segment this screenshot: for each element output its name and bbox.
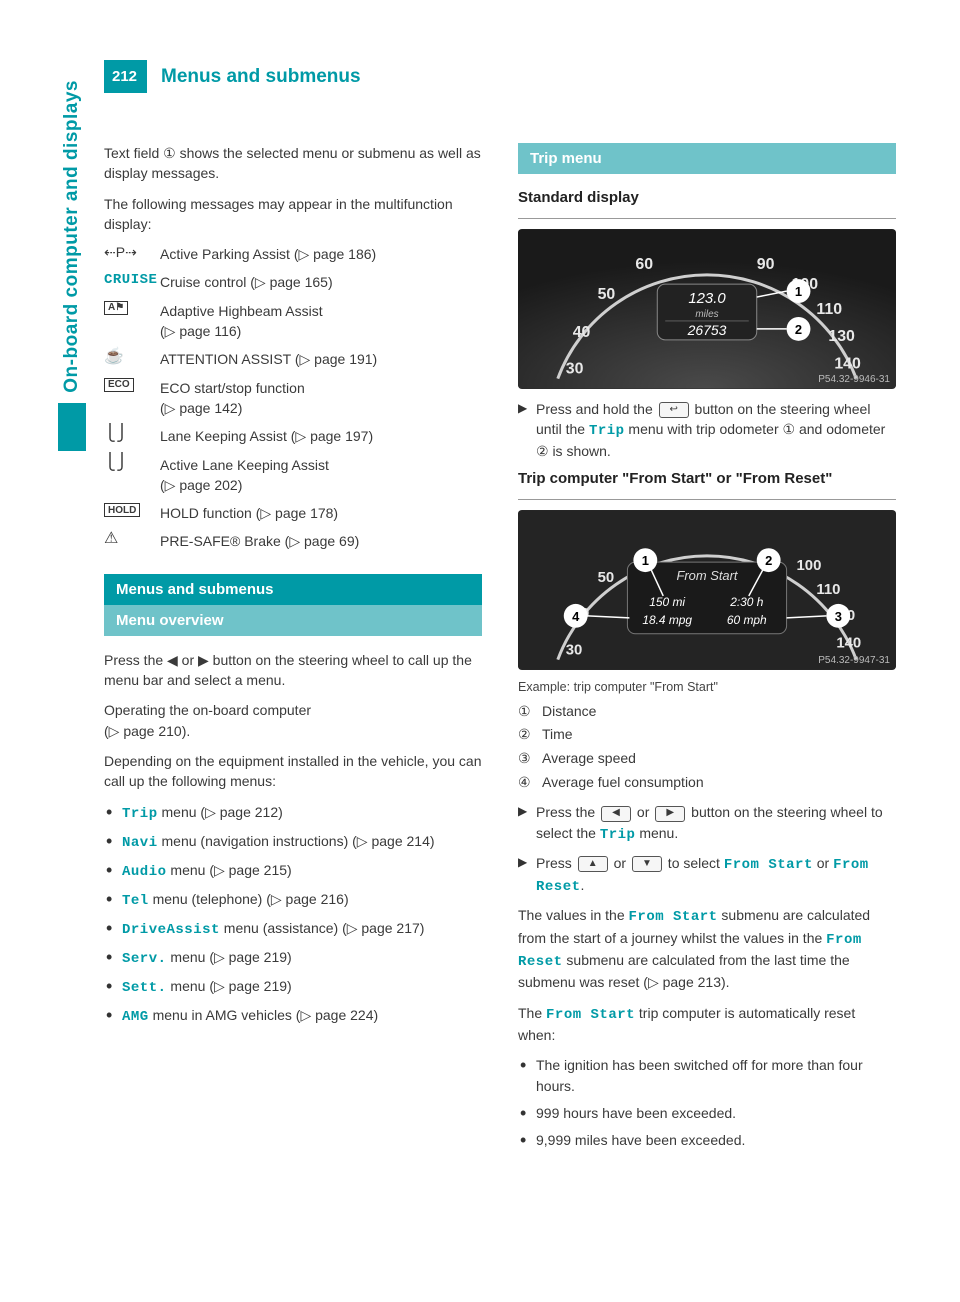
instruction-step: ▶ Press the ◀ or ▶ button on the steerin…: [518, 802, 896, 845]
figure-caption: Example: trip computer "From Start": [518, 680, 896, 694]
icon-desc: Active Parking Assist (▷ page 186): [160, 244, 482, 264]
svg-text:4: 4: [572, 609, 580, 624]
attention-icon: ☕: [104, 349, 124, 365]
paragraph: The From Start trip computer is automati…: [518, 1003, 896, 1046]
svg-text:123.0: 123.0: [688, 290, 726, 307]
section-heading: Menus and submenus: [104, 574, 482, 605]
svg-text:3: 3: [835, 609, 842, 624]
svg-text:2: 2: [765, 553, 772, 568]
page-number: 212: [104, 60, 147, 93]
list-item: AMG menu in AMG vehicles (▷ page 224): [104, 1005, 482, 1028]
hold-icon: HOLD: [104, 503, 140, 517]
parking-assist-icon: ⇠P⇢: [104, 244, 137, 261]
up-arrow-icon: ▲: [578, 856, 608, 872]
highbeam-icon: A⚑: [104, 301, 128, 315]
svg-text:90: 90: [757, 256, 775, 273]
svg-text:30: 30: [566, 360, 584, 377]
icon-desc: ATTENTION ASSIST (▷ page 191): [160, 349, 482, 369]
svg-text:60: 60: [635, 256, 653, 273]
svg-text:110: 110: [816, 581, 840, 598]
svg-text:1: 1: [642, 553, 649, 568]
menu-list: Trip menu (▷ page 212) Navi menu (naviga…: [104, 802, 482, 1028]
callout-definitions: ①Distance ②Time ③Average speed ④Average …: [518, 702, 896, 792]
instruction-step: ▶ Press and hold the ↩ button on the ste…: [518, 399, 896, 462]
side-tab-block: [58, 403, 86, 451]
svg-text:100: 100: [797, 557, 822, 574]
list-item: Trip menu (▷ page 212): [104, 802, 482, 825]
down-arrow-icon: ▼: [632, 856, 662, 872]
figure-id: P54.32-9946-31: [818, 374, 890, 385]
section-heading: Trip menu: [518, 143, 896, 174]
instruction-step: ▶ Press ▲ or ▼ to select From Start or F…: [518, 853, 896, 898]
list-item: The ignition has been switched off for m…: [518, 1055, 896, 1097]
svg-text:30: 30: [566, 642, 583, 659]
trip-computer-figure: 30 40 50 100 110 130 140 From Start 150 …: [518, 510, 896, 670]
icon-desc: ECO start/stop function (▷ page 142): [160, 378, 482, 419]
side-tab: On-board computer and displays: [58, 80, 86, 451]
svg-text:2: 2: [795, 321, 802, 336]
reset-conditions-list: The ignition has been switched off for m…: [518, 1055, 896, 1151]
list-item: Navi menu (navigation instructions) (▷ p…: [104, 831, 482, 854]
list-item: 9,999 miles have been exceeded.: [518, 1130, 896, 1151]
icon-desc: Cruise control (▷ page 165): [160, 272, 482, 292]
side-tab-label: On-board computer and displays: [61, 80, 83, 399]
header: 212 Menus and submenus: [104, 60, 896, 93]
svg-text:60 mph: 60 mph: [727, 613, 767, 627]
icon-definition-list: ⇠P⇢ Active Parking Assist (▷ page 186) C…: [104, 244, 482, 552]
svg-text:40: 40: [573, 323, 591, 340]
list-item: DriveAssist menu (assistance) (▷ page 21…: [104, 918, 482, 941]
svg-text:50: 50: [598, 569, 615, 586]
svg-text:1: 1: [795, 284, 802, 299]
svg-text:130: 130: [828, 327, 855, 344]
svg-text:miles: miles: [695, 308, 718, 319]
list-item: Sett. menu (▷ page 219): [104, 976, 482, 999]
subsection-title: Standard display: [518, 188, 896, 208]
paragraph: Operating the on-board computer (▷ page …: [104, 700, 482, 741]
svg-text:140: 140: [836, 635, 861, 652]
list-item: Tel menu (telephone) (▷ page 216): [104, 889, 482, 912]
left-arrow-icon: ◀: [601, 806, 631, 822]
chapter-title: Menus and submenus: [161, 66, 361, 88]
lane-keep-icon: ⎩⎭: [104, 426, 128, 442]
svg-text:18.4 mpg: 18.4 mpg: [642, 613, 692, 627]
svg-text:26753: 26753: [687, 321, 727, 337]
icon-desc: HOLD function (▷ page 178): [160, 503, 482, 523]
paragraph: Depending on the equipment installed in …: [104, 751, 482, 792]
back-button-icon: ↩: [659, 402, 689, 418]
intro-text: The following messages may appear in the…: [104, 194, 482, 235]
svg-text:140: 140: [834, 355, 861, 372]
list-item: Serv. menu (▷ page 219): [104, 947, 482, 970]
right-column: Trip menu Standard display 30 40 50: [518, 143, 896, 1159]
icon-desc: Adaptive Highbeam Assist (▷ page 116): [160, 301, 482, 342]
svg-text:50: 50: [598, 286, 616, 303]
svg-text:From Start: From Start: [676, 568, 738, 583]
presafe-icon: ⚠: [104, 531, 118, 547]
left-column: Text field ① shows the selected menu or …: [104, 143, 482, 1159]
subsection-heading: Menu overview: [104, 605, 482, 636]
svg-text:110: 110: [816, 300, 842, 317]
list-item: 999 hours have been exceeded.: [518, 1103, 896, 1124]
list-item: Audio menu (▷ page 215): [104, 860, 482, 883]
active-lane-icon: ⎩⎭: [104, 455, 128, 471]
subsection-title: Trip computer "From Start" or "From Rese…: [518, 469, 896, 489]
paragraph: Press the ◀ or ▶ button on the steering …: [104, 650, 482, 691]
icon-desc: Active Lane Keeping Assist (▷ page 202): [160, 455, 482, 496]
figure-id: P54.32-9947-31: [818, 655, 890, 666]
icon-desc: Lane Keeping Assist (▷ page 197): [160, 426, 482, 446]
svg-text:150 mi: 150 mi: [649, 595, 685, 609]
right-arrow-icon: ▶: [655, 806, 685, 822]
cruise-icon: CRUISE: [104, 272, 157, 288]
intro-text: Text field ① shows the selected menu or …: [104, 143, 482, 184]
svg-text:2:30 h: 2:30 h: [729, 595, 764, 609]
eco-icon: ECO: [104, 378, 134, 392]
paragraph: The values in the From Start submenu are…: [518, 905, 896, 992]
standard-display-figure: 30 40 50 60 90 100 110 130 140 123.0 mil…: [518, 229, 896, 389]
icon-desc: PRE-SAFE® Brake (▷ page 69): [160, 531, 482, 551]
